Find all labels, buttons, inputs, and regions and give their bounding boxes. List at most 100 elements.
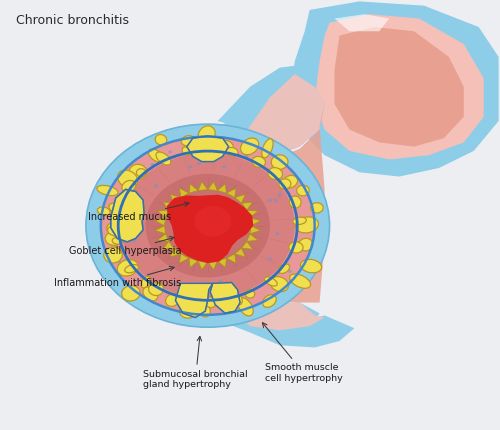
Ellipse shape bbox=[278, 193, 281, 196]
Polygon shape bbox=[208, 181, 218, 190]
Polygon shape bbox=[290, 1, 498, 177]
Ellipse shape bbox=[122, 286, 140, 301]
Ellipse shape bbox=[143, 287, 158, 301]
Ellipse shape bbox=[181, 136, 196, 146]
Ellipse shape bbox=[150, 163, 154, 166]
Polygon shape bbox=[111, 189, 144, 242]
Polygon shape bbox=[167, 195, 254, 263]
Text: Inflammation with fibrosis: Inflammation with fibrosis bbox=[54, 267, 180, 289]
Ellipse shape bbox=[130, 204, 134, 208]
Ellipse shape bbox=[155, 135, 167, 145]
Polygon shape bbox=[162, 241, 174, 249]
Polygon shape bbox=[250, 218, 260, 226]
Polygon shape bbox=[170, 248, 181, 257]
Ellipse shape bbox=[148, 283, 164, 295]
Ellipse shape bbox=[197, 162, 201, 166]
Ellipse shape bbox=[270, 276, 288, 292]
Ellipse shape bbox=[268, 257, 272, 261]
Polygon shape bbox=[198, 181, 207, 190]
Ellipse shape bbox=[298, 238, 313, 251]
Ellipse shape bbox=[182, 147, 190, 155]
Ellipse shape bbox=[268, 199, 272, 202]
Ellipse shape bbox=[104, 247, 122, 263]
Ellipse shape bbox=[190, 144, 194, 147]
Polygon shape bbox=[242, 241, 253, 249]
Ellipse shape bbox=[187, 305, 190, 308]
Polygon shape bbox=[155, 226, 166, 233]
Ellipse shape bbox=[224, 298, 235, 311]
Ellipse shape bbox=[230, 282, 234, 286]
Ellipse shape bbox=[230, 292, 242, 305]
Ellipse shape bbox=[154, 184, 158, 187]
Ellipse shape bbox=[130, 164, 147, 179]
Ellipse shape bbox=[205, 297, 216, 307]
Polygon shape bbox=[187, 136, 228, 162]
Ellipse shape bbox=[264, 277, 278, 286]
Ellipse shape bbox=[222, 165, 226, 169]
Ellipse shape bbox=[278, 264, 289, 273]
Ellipse shape bbox=[276, 232, 280, 236]
Polygon shape bbox=[246, 233, 258, 241]
Ellipse shape bbox=[282, 175, 298, 188]
Ellipse shape bbox=[194, 206, 231, 237]
Ellipse shape bbox=[118, 260, 121, 263]
Ellipse shape bbox=[199, 304, 210, 317]
Ellipse shape bbox=[109, 203, 127, 215]
Ellipse shape bbox=[120, 153, 295, 298]
Ellipse shape bbox=[245, 154, 248, 157]
Ellipse shape bbox=[290, 196, 301, 208]
Text: Smooth muscle
cell hypertrophy: Smooth muscle cell hypertrophy bbox=[262, 323, 342, 383]
Ellipse shape bbox=[245, 290, 254, 298]
Ellipse shape bbox=[105, 232, 123, 245]
Ellipse shape bbox=[218, 279, 222, 283]
Ellipse shape bbox=[240, 138, 258, 155]
Ellipse shape bbox=[122, 181, 136, 192]
Ellipse shape bbox=[216, 140, 234, 154]
Ellipse shape bbox=[156, 152, 171, 165]
Ellipse shape bbox=[128, 224, 132, 227]
Polygon shape bbox=[158, 210, 169, 218]
Polygon shape bbox=[189, 184, 198, 193]
Ellipse shape bbox=[155, 289, 158, 292]
Polygon shape bbox=[334, 14, 389, 31]
Polygon shape bbox=[198, 261, 207, 270]
Ellipse shape bbox=[124, 264, 138, 273]
Ellipse shape bbox=[226, 147, 238, 156]
Polygon shape bbox=[268, 104, 324, 303]
Ellipse shape bbox=[290, 274, 310, 288]
Ellipse shape bbox=[136, 169, 146, 177]
Ellipse shape bbox=[118, 260, 138, 276]
Ellipse shape bbox=[200, 303, 204, 306]
Ellipse shape bbox=[148, 149, 163, 162]
Polygon shape bbox=[155, 218, 166, 226]
Ellipse shape bbox=[146, 174, 270, 277]
Ellipse shape bbox=[97, 185, 118, 196]
Polygon shape bbox=[242, 202, 253, 210]
Ellipse shape bbox=[107, 223, 118, 233]
Polygon shape bbox=[176, 283, 212, 317]
Polygon shape bbox=[218, 74, 324, 153]
Ellipse shape bbox=[300, 259, 322, 273]
Ellipse shape bbox=[274, 199, 278, 203]
Polygon shape bbox=[218, 303, 324, 330]
Ellipse shape bbox=[238, 298, 254, 316]
Polygon shape bbox=[218, 184, 226, 193]
Polygon shape bbox=[158, 233, 169, 241]
Polygon shape bbox=[170, 194, 181, 203]
Ellipse shape bbox=[296, 217, 318, 233]
Ellipse shape bbox=[138, 164, 141, 167]
Text: Chronic bronchitis: Chronic bronchitis bbox=[16, 14, 130, 27]
Ellipse shape bbox=[168, 150, 172, 154]
Ellipse shape bbox=[198, 126, 215, 144]
Ellipse shape bbox=[136, 200, 140, 203]
Ellipse shape bbox=[178, 292, 193, 308]
Ellipse shape bbox=[289, 242, 303, 253]
Ellipse shape bbox=[192, 291, 196, 294]
Text: Goblet cell hyperplasia: Goblet cell hyperplasia bbox=[68, 237, 181, 256]
Polygon shape bbox=[208, 261, 218, 270]
Ellipse shape bbox=[114, 201, 117, 204]
Polygon shape bbox=[234, 194, 246, 203]
Polygon shape bbox=[226, 254, 236, 263]
Text: Submucosal bronchial
gland hypertrophy: Submucosal bronchial gland hypertrophy bbox=[143, 336, 248, 389]
Ellipse shape bbox=[118, 170, 138, 187]
